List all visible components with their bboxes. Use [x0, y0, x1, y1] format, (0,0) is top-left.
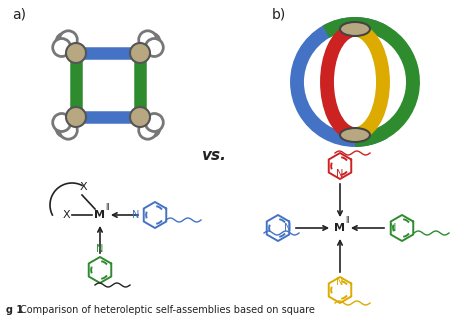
- Circle shape: [59, 31, 77, 49]
- Text: N: N: [337, 277, 344, 287]
- Circle shape: [66, 107, 86, 127]
- Text: b): b): [272, 8, 286, 22]
- Circle shape: [66, 43, 86, 63]
- Ellipse shape: [340, 128, 370, 142]
- Circle shape: [139, 31, 157, 49]
- Circle shape: [59, 121, 77, 139]
- Circle shape: [130, 43, 150, 63]
- Circle shape: [142, 119, 160, 137]
- Circle shape: [130, 107, 150, 127]
- Text: Comparison of heteroleptic self-assemblies based on square: Comparison of heteroleptic self-assembli…: [20, 305, 315, 315]
- Circle shape: [146, 39, 164, 56]
- Text: N: N: [132, 210, 139, 220]
- Circle shape: [53, 39, 71, 56]
- Text: a): a): [12, 8, 26, 22]
- Circle shape: [56, 33, 74, 51]
- Circle shape: [139, 121, 157, 139]
- Text: X: X: [79, 182, 87, 192]
- Circle shape: [146, 113, 164, 132]
- Circle shape: [56, 119, 74, 137]
- Text: N: N: [283, 223, 291, 233]
- Text: vs.: vs.: [201, 147, 226, 163]
- Text: N: N: [96, 244, 104, 254]
- Ellipse shape: [340, 22, 370, 36]
- Text: X: X: [63, 210, 70, 220]
- Text: g 1: g 1: [6, 305, 23, 315]
- Text: N: N: [389, 223, 396, 233]
- Text: M: M: [335, 223, 346, 233]
- Text: M: M: [94, 210, 106, 220]
- Circle shape: [53, 113, 71, 132]
- Text: N: N: [337, 169, 344, 179]
- Text: II: II: [105, 203, 109, 212]
- Circle shape: [142, 33, 160, 51]
- Text: II: II: [345, 216, 349, 225]
